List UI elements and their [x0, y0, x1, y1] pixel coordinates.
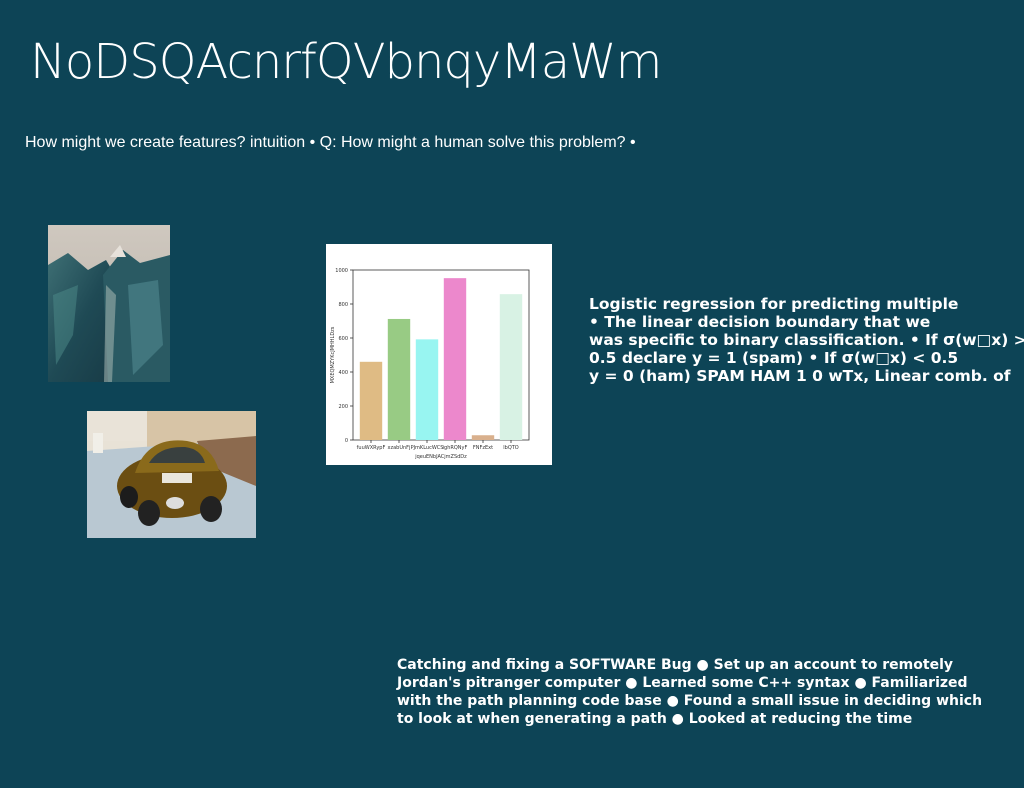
- bar: [471, 435, 495, 440]
- mountain-photo: [48, 225, 170, 382]
- x-tick-label: ighRQNyF: [443, 445, 468, 451]
- slide-subtitle: How might we create features? intuition …: [25, 134, 636, 151]
- bar-chart: 0 200 400 600 800 1000 fuuWXRypF xzabUnFj PJmKLu…: [326, 244, 552, 465]
- y-tick-label: 200: [338, 404, 348, 410]
- y-tick-label: 800: [338, 302, 348, 308]
- bar: [387, 318, 411, 440]
- slide-title: NoDSQAcnrfQVbnqyMaWm: [30, 34, 662, 90]
- bar: [415, 339, 439, 440]
- x-axis-label: jqeuENbJACjmZSdDz: [414, 454, 467, 460]
- x-tick-label: PJmKLucWCS: [411, 445, 444, 451]
- bar: [499, 294, 523, 440]
- bottom-text-block: Catching and fixing a SOFTWARE Bug ● Set…: [397, 657, 983, 727]
- car-photo: [87, 411, 256, 538]
- y-tick-label: 600: [338, 336, 348, 342]
- y-tick-label: 400: [338, 370, 348, 376]
- x-tick-label: fuuWXRypF: [357, 445, 386, 451]
- x-tick-label: xzabUnFj: [388, 445, 411, 451]
- side-text-block: Logistic regression for predicting multi…: [589, 295, 1024, 385]
- bar: [359, 361, 383, 440]
- y-axis-label: MXEQMZYKcJMHHLDzs: [330, 326, 336, 383]
- bar: [443, 278, 467, 440]
- x-tick-label: lbQTO: [503, 445, 519, 451]
- x-tick-label: FNFzExt: [473, 445, 493, 451]
- plot-frame: [352, 269, 530, 441]
- y-tick-label: 0: [345, 438, 348, 444]
- y-tick-label: 1000: [335, 268, 348, 274]
